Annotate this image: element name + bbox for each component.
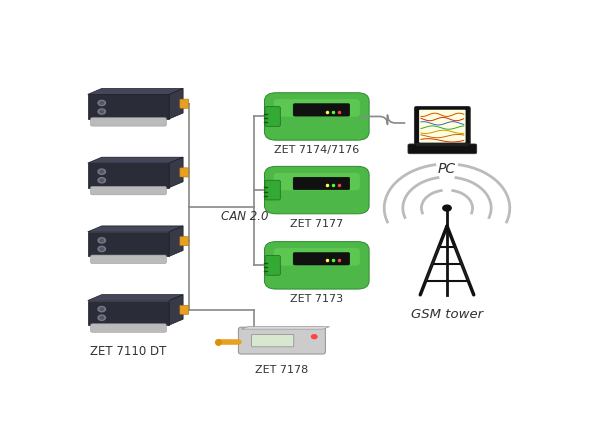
Polygon shape xyxy=(241,327,329,329)
Polygon shape xyxy=(169,157,183,187)
Circle shape xyxy=(98,306,106,312)
Text: PC: PC xyxy=(438,162,456,176)
FancyBboxPatch shape xyxy=(91,255,166,264)
Text: GSM tower: GSM tower xyxy=(411,308,483,321)
Circle shape xyxy=(98,178,106,183)
FancyBboxPatch shape xyxy=(293,104,350,116)
Text: ZET 7174/7176: ZET 7174/7176 xyxy=(274,145,359,155)
Circle shape xyxy=(98,100,106,105)
Text: CAN 2.0: CAN 2.0 xyxy=(221,210,269,223)
FancyBboxPatch shape xyxy=(180,237,188,246)
Polygon shape xyxy=(169,226,183,256)
Circle shape xyxy=(100,170,104,173)
FancyBboxPatch shape xyxy=(419,110,466,143)
Circle shape xyxy=(100,316,104,319)
Polygon shape xyxy=(88,300,169,325)
FancyBboxPatch shape xyxy=(251,334,294,347)
FancyBboxPatch shape xyxy=(91,324,166,332)
Circle shape xyxy=(443,205,451,211)
Text: ZET 7178: ZET 7178 xyxy=(256,365,308,375)
Circle shape xyxy=(98,238,106,243)
Circle shape xyxy=(100,179,104,181)
FancyBboxPatch shape xyxy=(238,327,325,354)
Circle shape xyxy=(100,248,104,250)
FancyBboxPatch shape xyxy=(416,143,469,146)
FancyBboxPatch shape xyxy=(91,118,166,126)
FancyBboxPatch shape xyxy=(293,177,350,190)
Polygon shape xyxy=(88,232,169,256)
Circle shape xyxy=(100,239,104,242)
Circle shape xyxy=(100,308,104,310)
Polygon shape xyxy=(88,163,169,187)
FancyBboxPatch shape xyxy=(180,305,188,314)
Circle shape xyxy=(100,110,104,113)
FancyBboxPatch shape xyxy=(265,166,369,214)
FancyBboxPatch shape xyxy=(180,99,188,108)
Polygon shape xyxy=(88,88,183,94)
FancyBboxPatch shape xyxy=(91,186,166,195)
Polygon shape xyxy=(169,88,183,119)
FancyBboxPatch shape xyxy=(293,252,350,265)
Polygon shape xyxy=(169,295,183,325)
FancyBboxPatch shape xyxy=(265,242,369,289)
Circle shape xyxy=(98,169,106,174)
Text: ZET 7173: ZET 7173 xyxy=(290,294,343,304)
Polygon shape xyxy=(88,226,183,232)
Polygon shape xyxy=(88,94,169,119)
FancyBboxPatch shape xyxy=(265,107,280,126)
Text: ZET 7177: ZET 7177 xyxy=(290,219,343,229)
Polygon shape xyxy=(88,295,183,300)
Circle shape xyxy=(98,109,106,114)
Polygon shape xyxy=(88,157,183,163)
Circle shape xyxy=(98,315,106,320)
FancyBboxPatch shape xyxy=(274,248,360,266)
Text: ZET 7110 DT: ZET 7110 DT xyxy=(90,345,167,358)
Circle shape xyxy=(311,335,317,339)
FancyBboxPatch shape xyxy=(274,173,360,190)
FancyBboxPatch shape xyxy=(180,168,188,177)
Circle shape xyxy=(98,246,106,252)
FancyBboxPatch shape xyxy=(274,99,360,116)
FancyBboxPatch shape xyxy=(265,93,369,140)
FancyBboxPatch shape xyxy=(415,107,470,146)
FancyBboxPatch shape xyxy=(265,180,280,200)
FancyBboxPatch shape xyxy=(265,255,280,275)
Circle shape xyxy=(100,102,104,104)
FancyBboxPatch shape xyxy=(408,144,477,154)
